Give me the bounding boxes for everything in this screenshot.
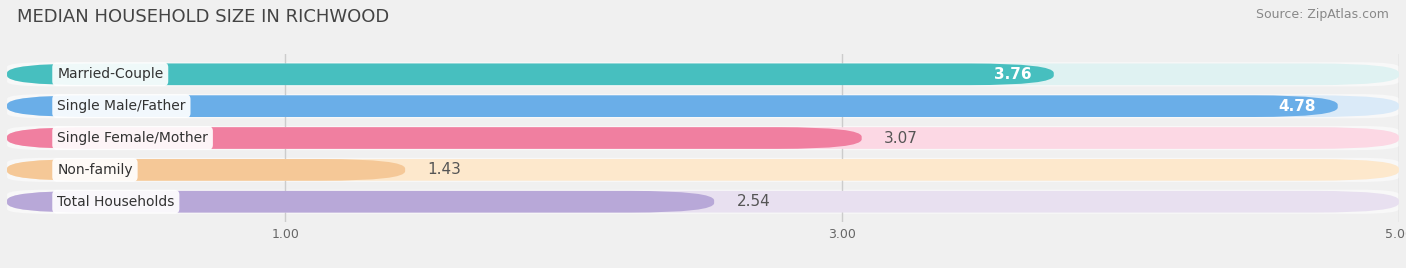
Text: 3.07: 3.07 bbox=[884, 131, 918, 146]
Text: Single Male/Father: Single Male/Father bbox=[58, 99, 186, 113]
FancyBboxPatch shape bbox=[7, 191, 1399, 213]
Text: Source: ZipAtlas.com: Source: ZipAtlas.com bbox=[1256, 8, 1389, 21]
Text: 1.43: 1.43 bbox=[427, 162, 461, 177]
FancyBboxPatch shape bbox=[7, 95, 1337, 117]
FancyBboxPatch shape bbox=[7, 95, 1399, 117]
FancyBboxPatch shape bbox=[7, 127, 1399, 149]
FancyBboxPatch shape bbox=[7, 62, 1399, 86]
FancyBboxPatch shape bbox=[7, 127, 862, 149]
Text: 2.54: 2.54 bbox=[737, 194, 770, 209]
FancyBboxPatch shape bbox=[7, 64, 1053, 85]
Text: 4.78: 4.78 bbox=[1278, 99, 1316, 114]
Text: 3.76: 3.76 bbox=[994, 67, 1032, 82]
FancyBboxPatch shape bbox=[7, 190, 1399, 214]
Text: Non-family: Non-family bbox=[58, 163, 132, 177]
FancyBboxPatch shape bbox=[7, 191, 714, 213]
FancyBboxPatch shape bbox=[7, 94, 1399, 118]
Text: Married-Couple: Married-Couple bbox=[58, 67, 163, 81]
FancyBboxPatch shape bbox=[7, 159, 1399, 181]
FancyBboxPatch shape bbox=[7, 126, 1399, 150]
FancyBboxPatch shape bbox=[7, 159, 405, 181]
FancyBboxPatch shape bbox=[7, 158, 1399, 182]
Text: MEDIAN HOUSEHOLD SIZE IN RICHWOOD: MEDIAN HOUSEHOLD SIZE IN RICHWOOD bbox=[17, 8, 389, 26]
FancyBboxPatch shape bbox=[7, 64, 1399, 85]
Text: Single Female/Mother: Single Female/Mother bbox=[58, 131, 208, 145]
Text: Total Households: Total Households bbox=[58, 195, 174, 209]
